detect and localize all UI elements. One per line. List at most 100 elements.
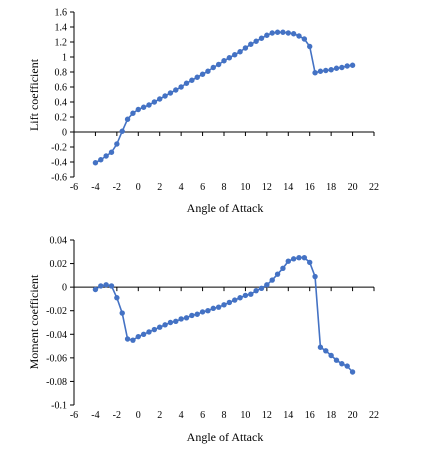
lift-y-tick-label: 1.4 — [55, 23, 68, 34]
moment-data-point — [124, 336, 131, 342]
lift-data-point — [344, 63, 350, 69]
moment-y-tick-label: -0.04 — [46, 330, 67, 341]
lift-data-point — [183, 80, 190, 86]
lift-data-point — [221, 58, 227, 64]
lift-data-point — [232, 52, 238, 58]
lift-data-point — [199, 71, 206, 77]
moment-y-tick-label: -0.1 — [51, 401, 67, 412]
moment-data-point — [167, 319, 174, 326]
lift-y-tick-label: -0.2 — [51, 143, 67, 154]
moment-data-point — [285, 258, 291, 264]
lift-data-point — [248, 41, 254, 47]
lift-x-tick-label: 2 — [157, 182, 162, 193]
moment-y-tick-label: -0.02 — [46, 306, 67, 317]
lift-x-tick-label: 0 — [136, 182, 141, 193]
moment-data-point — [157, 324, 163, 330]
moment-data-point — [205, 308, 211, 314]
lift-data-point — [119, 128, 125, 134]
moment-x-tick-label: 6 — [200, 410, 205, 421]
lift-data-point — [114, 141, 120, 147]
moment-data-point — [258, 285, 265, 292]
moment-data-point — [119, 310, 125, 316]
moment-data-point — [248, 291, 254, 297]
moment-data-point — [92, 286, 99, 293]
moment-data-point — [194, 311, 200, 317]
moment-x-tick-label: 20 — [348, 410, 358, 421]
lift-x-tick-label: -2 — [113, 182, 121, 193]
moment-x-tick-label: 22 — [369, 410, 379, 421]
moment-x-tick-label: -2 — [113, 410, 121, 421]
lift-x-tick-label: 12 — [262, 182, 272, 193]
lift-x-tick-label: 22 — [369, 182, 379, 193]
moment-data-point — [274, 271, 281, 277]
lift-data-point — [333, 65, 340, 71]
moment-x-tick-label: -4 — [91, 410, 99, 421]
moment-data-point — [114, 295, 120, 301]
moment-data-point — [189, 312, 195, 319]
lift-data-point — [237, 49, 243, 55]
lift-y-tick-label: 1 — [62, 53, 67, 64]
moment-data-point — [339, 361, 345, 367]
moment-data-point — [317, 344, 324, 350]
lift-data-point — [339, 64, 345, 71]
lift-y-tick-label: 1.2 — [55, 38, 68, 49]
lift-data-point — [205, 68, 211, 74]
moment-data-point — [215, 304, 222, 310]
moment-axes: -0.1 -0.08 -0.06 -0.04 -0.02 0 0.02 0.04 -6 -4 -2 0… — [46, 236, 379, 422]
moment-x-tick-label: -6 — [70, 410, 78, 421]
lift-data-point — [124, 116, 131, 122]
moment-data-point — [178, 316, 184, 322]
moment-data-point — [146, 329, 152, 335]
moment-data-point — [210, 305, 216, 312]
lift-data-point — [162, 93, 168, 99]
lift-data-point — [296, 33, 302, 39]
moment-data-point — [253, 287, 259, 294]
moment-data-point — [269, 277, 275, 283]
lift-data-point — [167, 90, 174, 96]
lift-x-tick-label: -4 — [91, 182, 99, 193]
lift-data-point — [349, 62, 356, 68]
moment-data-point — [162, 322, 168, 328]
lift-x-axis-title: Angle of Attack — [187, 201, 264, 215]
lift-data-point — [258, 35, 265, 41]
lift-data-point — [290, 31, 297, 37]
lift-data-point — [307, 43, 313, 50]
lift-data-point — [215, 61, 222, 68]
lift-x-tick-label: 4 — [179, 182, 184, 193]
moment-data-point — [296, 254, 302, 261]
moment-data-point — [98, 283, 104, 289]
moment-x-tick-label: 16 — [305, 410, 315, 421]
lift-data-point — [194, 74, 200, 80]
lift-x-tick-label: 18 — [326, 182, 336, 193]
moment-data-point — [173, 318, 179, 325]
lift-data-point — [189, 77, 195, 83]
lift-y-tick-label: 0.2 — [55, 113, 68, 124]
moment-data-point — [103, 282, 109, 288]
moment-y-tick-label: 0.02 — [50, 259, 68, 270]
moment-x-tick-label: 12 — [262, 410, 272, 421]
lift-data-point — [301, 36, 308, 42]
moment-data-point — [328, 352, 334, 359]
moment-x-tick-label: 10 — [240, 410, 250, 421]
moment-data-point — [151, 326, 158, 333]
moment-data-point — [290, 256, 297, 262]
lift-data-point — [103, 153, 109, 159]
moment-data-point — [140, 331, 147, 337]
lift-data-point — [157, 96, 163, 102]
moment-data-point — [307, 259, 313, 266]
lift-data-point — [210, 64, 216, 71]
moment-data-point — [199, 309, 206, 315]
lift-data-point — [264, 32, 270, 38]
lift-data-point — [146, 102, 152, 108]
moment-data-point — [183, 315, 190, 321]
lift-data-point — [274, 29, 281, 35]
moment-data-point — [323, 348, 329, 354]
lift-x-tick-label: 14 — [283, 182, 293, 193]
lift-y-tick-label: 1.6 — [55, 8, 68, 19]
moment-coefficient-chart: -0.1 -0.08 -0.06 -0.04 -0.02 0 0.02 0.04 -6 -4 -2 0… — [27, 236, 379, 445]
moment-data-point — [130, 337, 136, 343]
moment-data-point — [280, 265, 286, 271]
moment-x-tick-label: 8 — [222, 410, 227, 421]
lift-data-point — [173, 87, 179, 93]
